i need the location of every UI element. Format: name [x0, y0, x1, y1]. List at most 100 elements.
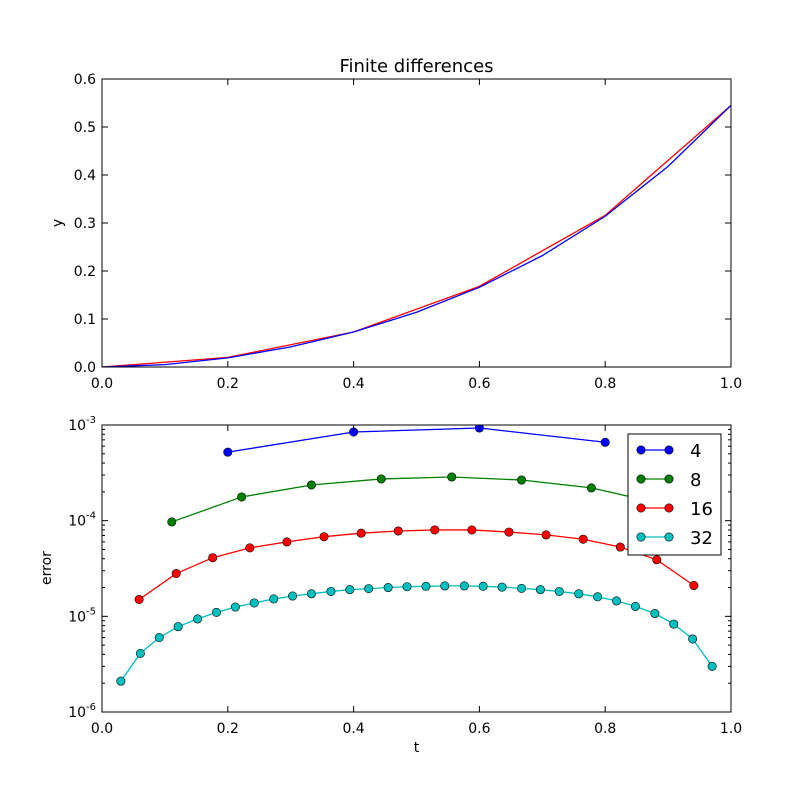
data-point-8 [376, 474, 386, 484]
data-point-32 [554, 586, 564, 596]
bottom-xlabel: t [414, 740, 420, 756]
y-tick-label: 0.6 [74, 72, 96, 88]
x-tick-label: 0.4 [342, 721, 364, 737]
series-line-8 [171, 476, 662, 523]
y-tick-label: 0.1 [74, 312, 96, 328]
data-point-32 [517, 583, 527, 593]
data-point-4 [600, 437, 610, 447]
data-point-16 [356, 528, 366, 538]
legend-marker [636, 503, 646, 513]
data-point-16 [689, 581, 699, 591]
x-tick-label: 0.2 [217, 376, 239, 392]
x-tick-label: 0.8 [594, 721, 616, 737]
series-line-4 [227, 427, 606, 453]
data-point-32 [707, 661, 717, 671]
y-tick-label: 0.3 [74, 216, 96, 232]
data-point-32 [364, 584, 374, 594]
legend-label: 16 [690, 499, 713, 520]
y-tick-exponent: -5 [86, 606, 96, 617]
bottom-ylabel: error [39, 551, 55, 585]
legend-label: 8 [690, 470, 701, 491]
data-point-32 [116, 676, 126, 686]
legend-label: 4 [690, 441, 701, 462]
data-point-32 [288, 591, 298, 601]
x-tick-label: 0.6 [468, 721, 490, 737]
series-line-32 [120, 585, 713, 682]
data-point-32 [402, 582, 412, 592]
legend-label: 32 [690, 528, 713, 549]
x-tick-label: 1.0 [720, 376, 742, 392]
y-tick-exponent: -4 [86, 511, 96, 522]
legend-marker [664, 503, 674, 513]
axes-frame-0 [101, 78, 732, 368]
data-point-16 [245, 543, 255, 553]
x-tick-label: 1.0 [720, 721, 742, 737]
x-tick-label: 0.8 [594, 376, 616, 392]
top-title: Finite differences [339, 56, 493, 77]
data-point-16 [504, 527, 514, 537]
data-point-8 [586, 483, 596, 493]
data-point-16 [578, 534, 588, 544]
y-tick-exponent: -3 [86, 415, 96, 426]
data-point-32 [440, 581, 450, 591]
y-tick-label: 0.0 [74, 360, 96, 376]
data-point-16 [615, 542, 625, 552]
data-point-16 [171, 569, 181, 579]
x-tick-label: 0.4 [342, 376, 364, 392]
data-point-32 [173, 622, 183, 632]
legend-marker [636, 445, 646, 455]
y-tick-label: 10-4 [68, 511, 96, 530]
legend-marker [636, 474, 646, 484]
data-point-32 [345, 585, 355, 595]
data-point-32 [630, 601, 640, 611]
legend: 4 8 16 32 [627, 433, 722, 556]
data-point-16 [319, 532, 329, 542]
data-point-32 [688, 634, 698, 644]
data-point-8 [447, 472, 457, 482]
y-tick-label: 10-5 [68, 606, 96, 625]
data-point-16 [430, 525, 440, 535]
series-line-1 [102, 104, 731, 367]
data-point-32 [383, 583, 393, 593]
series-line-16 [138, 529, 695, 601]
data-point-32 [230, 602, 240, 612]
data-point-16 [467, 525, 477, 535]
data-point-32 [193, 614, 203, 624]
data-point-32 [497, 582, 507, 592]
top-ylabel: y [50, 219, 66, 227]
axes-frame-1 [101, 424, 732, 713]
data-point-16 [652, 555, 662, 565]
data-point-32 [478, 581, 488, 591]
data-point-32 [135, 648, 145, 658]
data-point-32 [669, 619, 679, 629]
data-point-16 [208, 553, 218, 563]
x-tick-label: 0.0 [91, 721, 113, 737]
y-tick-label: 0.5 [74, 120, 96, 136]
data-point-8 [167, 517, 177, 527]
data-point-16 [393, 526, 403, 536]
data-point-32 [574, 589, 584, 599]
data-point-8 [306, 480, 316, 490]
data-point-32 [306, 589, 316, 599]
data-point-32 [650, 609, 660, 619]
data-point-32 [269, 594, 279, 604]
legend-marker [636, 532, 646, 542]
data-point-32 [249, 598, 259, 608]
data-point-32 [211, 607, 221, 617]
plot-area-1 [116, 425, 717, 686]
x-tick-label: 0.2 [217, 721, 239, 737]
data-point-16 [282, 537, 292, 547]
series-line-0 [102, 104, 731, 367]
y-tick-label: 10-3 [68, 415, 96, 434]
legend-marker [664, 474, 674, 484]
y-tick-label: 0.4 [74, 168, 96, 184]
x-tick-label: 0.0 [91, 376, 113, 392]
x-tick-label: 0.6 [468, 376, 490, 392]
data-point-8 [237, 492, 247, 502]
y-tick-exponent: -6 [86, 702, 96, 713]
data-point-16 [541, 530, 551, 540]
data-point-8 [517, 475, 527, 485]
data-point-32 [459, 581, 469, 591]
